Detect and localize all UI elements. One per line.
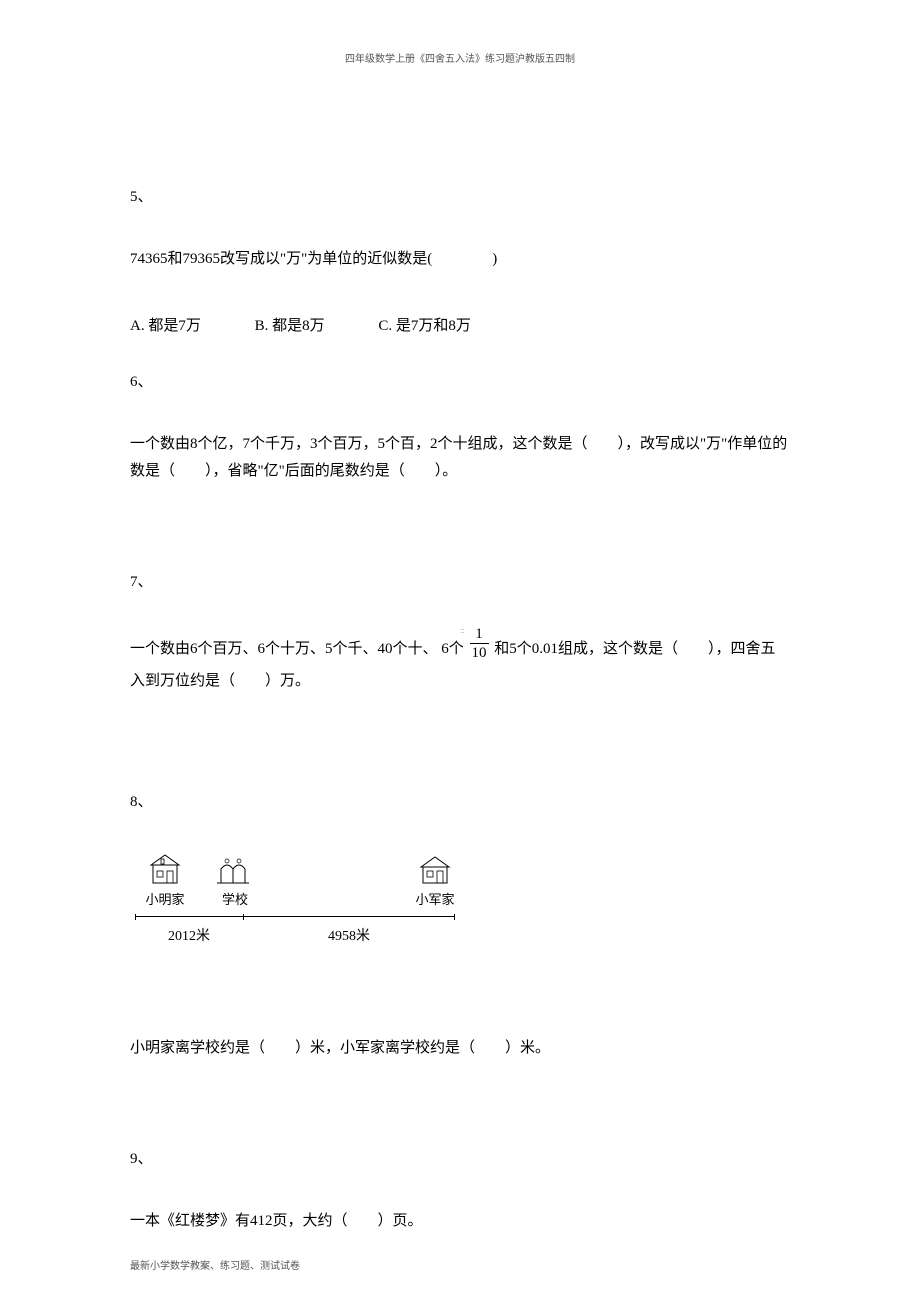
question-5: 5、 74365和79365改写成以"万"为单位的近似数是( ) A. 都是7万…: [130, 185, 790, 340]
q8-number: 8、: [130, 790, 790, 811]
q7-fraction-den: 10: [470, 644, 489, 662]
house-icon: [415, 851, 455, 887]
q5-options: A. 都是7万 B. 都是8万 C. 是7万和8万: [130, 313, 790, 340]
q6-text: 一个数由8个亿，7个千万，3个百万，5个百，2个十组成，这个数是（ ），改写成以…: [130, 431, 790, 485]
q8-xiaoming-home: 小明家: [130, 851, 200, 908]
q9-number: 9、: [130, 1147, 790, 1168]
q7-number: 7、: [130, 570, 790, 591]
q8-xiaojun-home: 小军家: [400, 851, 470, 908]
q5-option-c: C. 是7万和8万: [378, 313, 471, 340]
q8-distance-1: 2012米: [135, 917, 243, 945]
page-footer: 最新小学数学教案、练习题、测试试卷: [130, 1257, 300, 1272]
q8-school: 学校: [200, 851, 270, 908]
q5-option-b: B. 都是8万: [255, 313, 325, 340]
q5-number: 5、: [130, 185, 790, 206]
question-8: 8、 小明家: [130, 790, 790, 1062]
q8-distance-row: 2012米 4958米: [135, 916, 455, 945]
q6-number: 6、: [130, 370, 790, 391]
q8-diagram-row: 小明家 学校: [130, 851, 790, 908]
question-9: 9、 一本《红楼梦》有412页，大约（ ）页。: [130, 1147, 790, 1235]
center-marker: ::: [460, 626, 464, 635]
q7-text-before: 一个数由6个百万、6个十万、5个千、40个十、 6个: [130, 641, 464, 657]
q5-option-a: A. 都是7万: [130, 313, 201, 340]
q8-diagram: 小明家 学校: [130, 851, 790, 945]
q7-fraction: 1 10: [470, 625, 489, 662]
q8-distance-2: 4958米: [243, 917, 455, 945]
q5-text: 74365和79365改写成以"万"为单位的近似数是( ): [130, 246, 790, 273]
q8-xiaojun-label: 小军家: [415, 889, 454, 908]
house-icon: [143, 851, 187, 887]
school-icon: [213, 851, 257, 887]
q8-school-label: 学校: [222, 889, 248, 908]
q7-text: 一个数由6个百万、6个十万、5个千、40个十、 6个 1 10 和5个0.01组…: [130, 631, 790, 695]
q7-fraction-num: 1: [470, 625, 489, 644]
page-header: 四年级数学上册《四舍五入法》练习题沪教版五四制: [130, 50, 790, 65]
q8-xiaoming-label: 小明家: [145, 889, 184, 908]
q8-text: 小明家离学校约是（ ）米，小军家离学校约是（ ）米。: [130, 1035, 790, 1062]
question-6: 6、 一个数由8个亿，7个千万，3个百万，5个百，2个十组成，这个数是（ ），改…: [130, 370, 790, 485]
q9-text: 一本《红楼梦》有412页，大约（ ）页。: [130, 1208, 790, 1235]
